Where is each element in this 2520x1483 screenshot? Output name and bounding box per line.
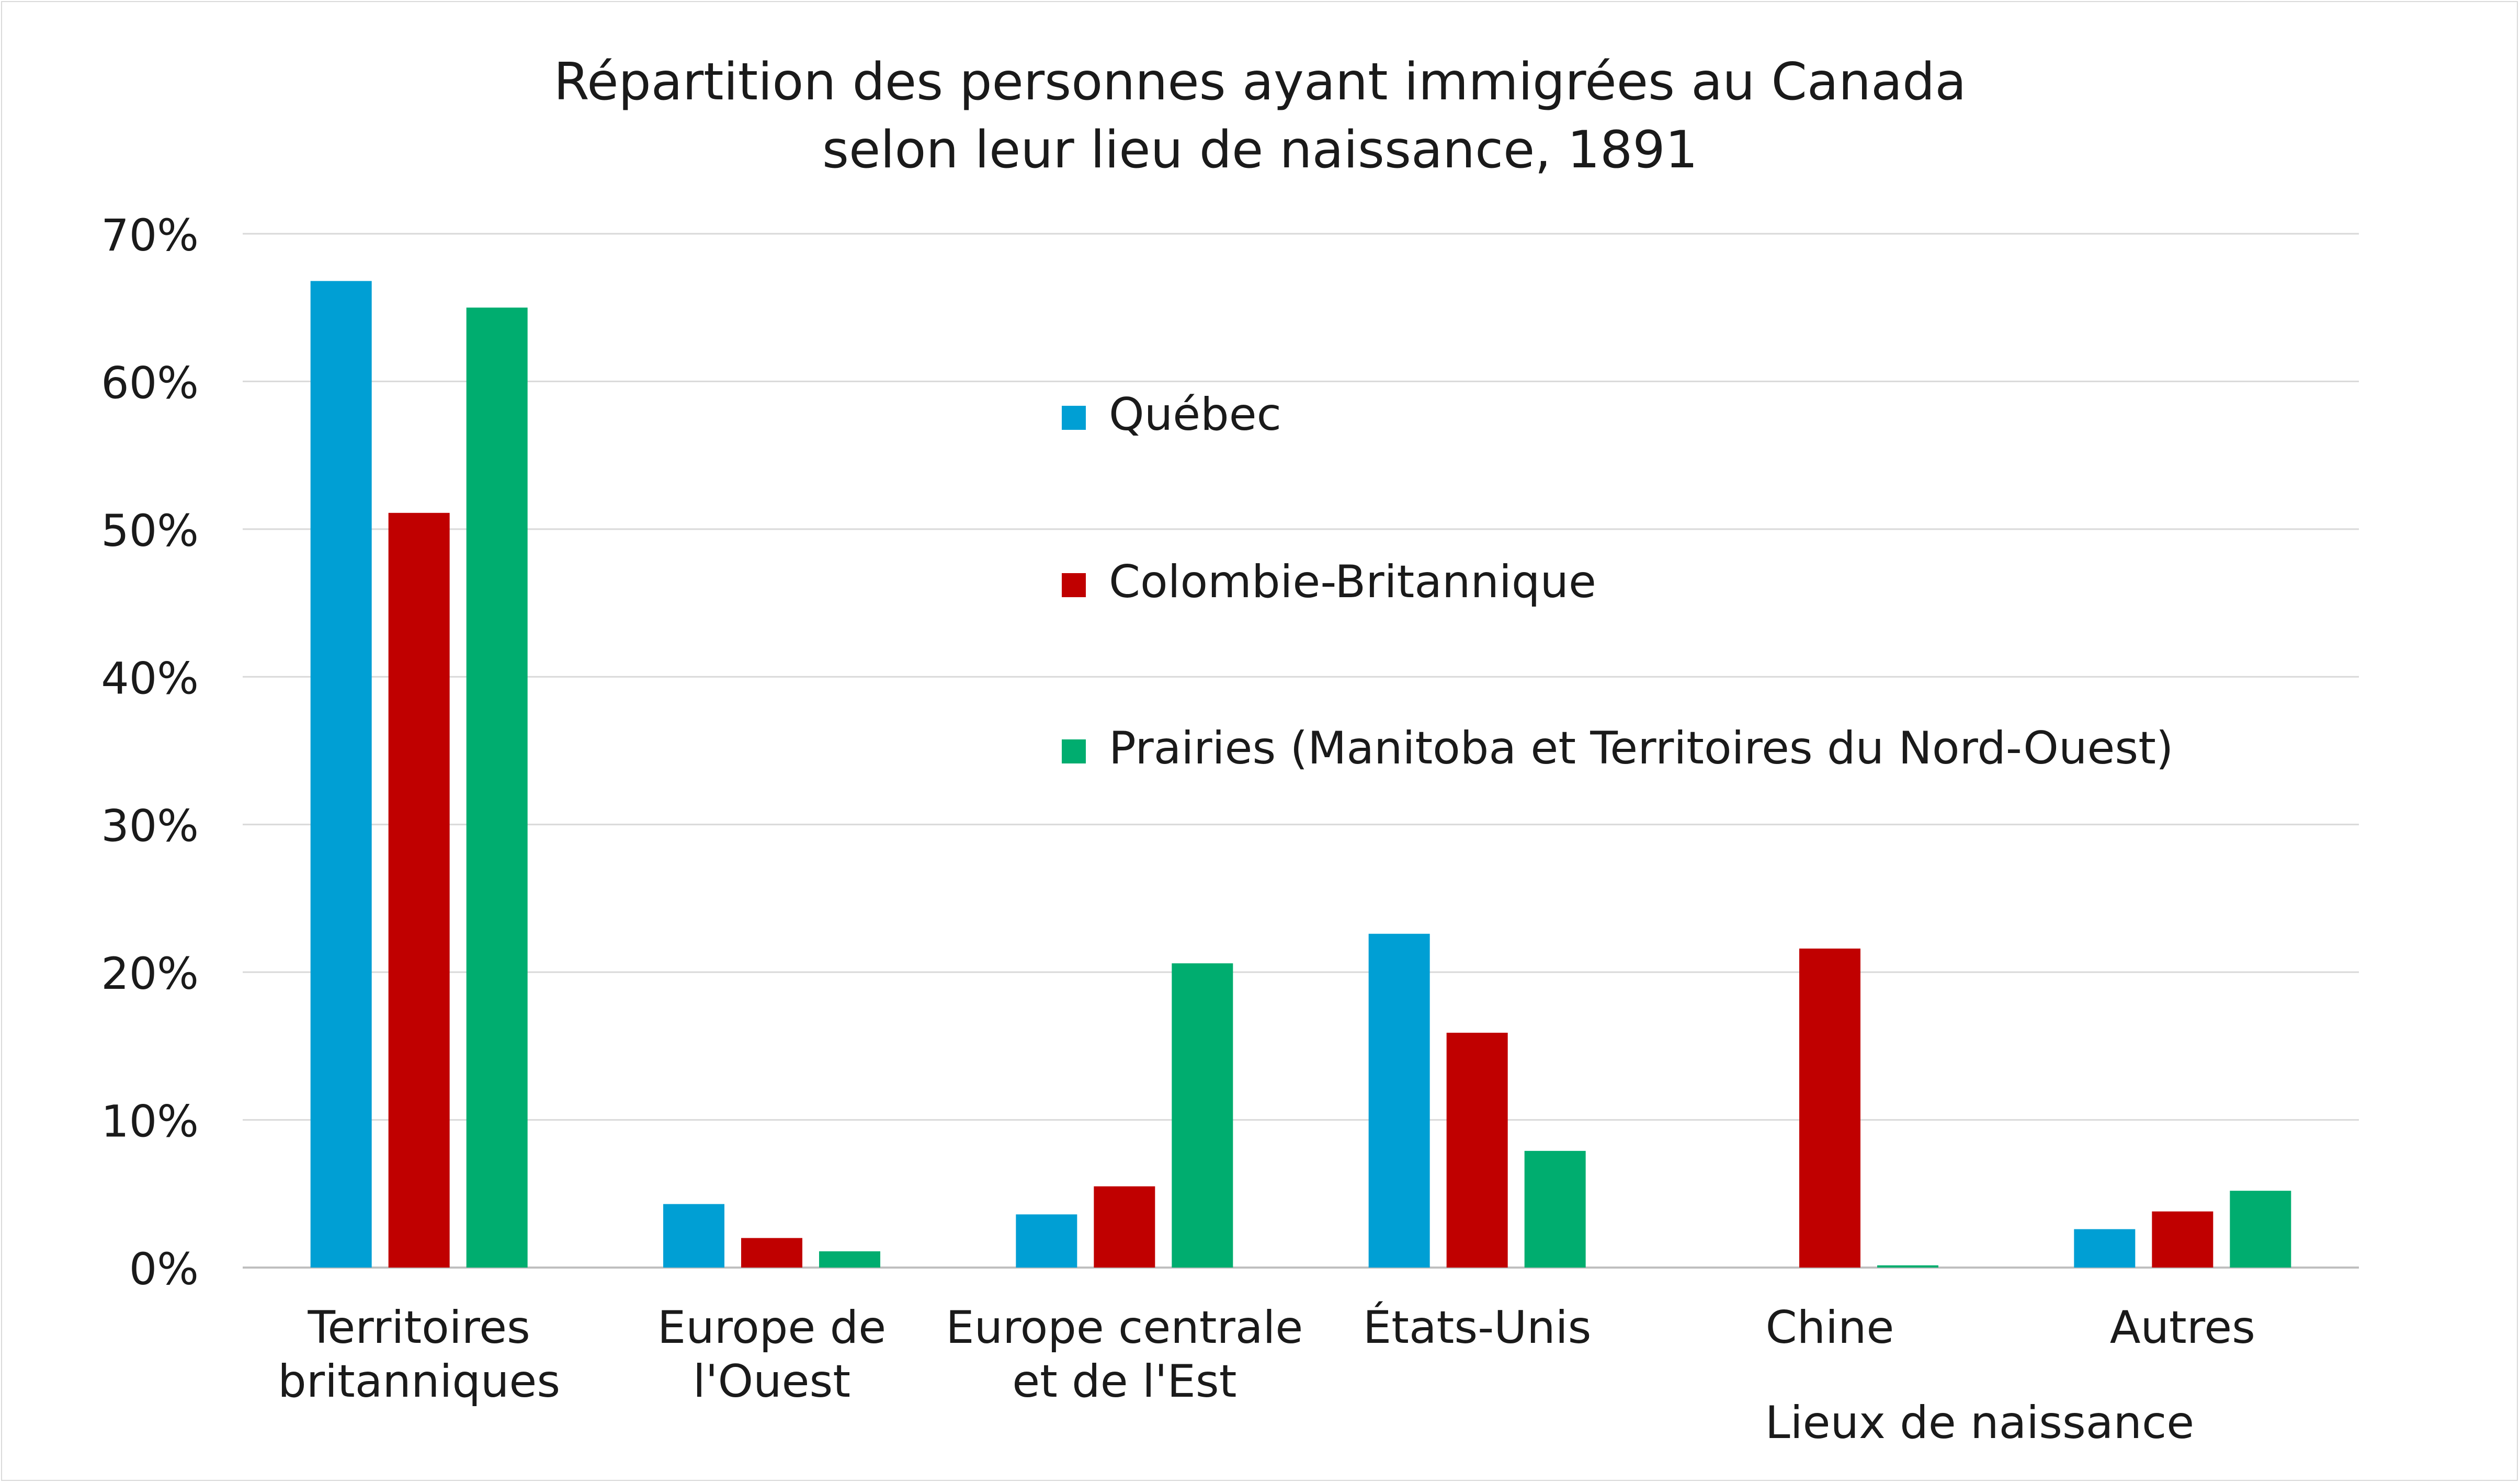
x-tick-label: britanniques — [278, 1355, 560, 1408]
bar-colombie-britannique — [2152, 1211, 2213, 1268]
y-tick-label: 70% — [101, 210, 199, 261]
y-tick-label: 40% — [101, 653, 199, 704]
bar-quebec — [1016, 1214, 1077, 1268]
x-tick-label: Autres — [2110, 1302, 2255, 1354]
x-axis-title: Lieux de naissance — [1765, 1397, 2194, 1449]
y-tick-label: 30% — [101, 801, 199, 852]
legend-swatch — [1062, 406, 1086, 430]
chart-title-line-1: Répartition des personnes ayant immigrée… — [553, 52, 1967, 112]
bar-prairies — [1524, 1150, 1586, 1268]
x-tick-label: Chine — [1766, 1302, 1894, 1354]
y-tick-label: 50% — [101, 505, 199, 556]
legend-swatch — [1062, 573, 1086, 597]
chart-title-line-2: selon leur lieu de naissance, 1891 — [822, 120, 1698, 180]
x-tick-label: Territoires — [307, 1302, 530, 1354]
bar-colombie-britannique — [1446, 1032, 1508, 1268]
y-tick-label: 60% — [101, 357, 199, 408]
legend-label: Prairies (Manitoba et Territoires du Nor… — [1109, 722, 2174, 774]
x-tick-label: Europe centrale — [946, 1302, 1303, 1354]
bar-prairies — [1172, 963, 1233, 1268]
x-tick-label: et de l'Est — [1012, 1355, 1236, 1408]
y-tick-label: 0% — [129, 1244, 199, 1295]
bar-colombie-britannique — [1799, 948, 1860, 1268]
legend-swatch — [1062, 739, 1086, 763]
bar-quebec — [310, 281, 372, 1268]
bar-colombie-britannique — [1094, 1186, 1155, 1268]
bar-quebec — [2074, 1229, 2136, 1268]
bar-quebec — [663, 1204, 724, 1268]
bar-prairies — [2230, 1191, 2291, 1268]
x-tick-label: Europe de — [657, 1302, 886, 1354]
x-tick-label: l'Ouest — [693, 1355, 850, 1408]
bar-quebec — [1368, 933, 1430, 1268]
y-tick-label: 20% — [101, 948, 199, 999]
bar-colombie-britannique — [741, 1238, 802, 1268]
bar-prairies — [819, 1251, 880, 1268]
legend-label: Colombie-Britannique — [1109, 556, 1596, 608]
x-tick-label: États-Unis — [1363, 1301, 1591, 1354]
legend-label: Québec — [1109, 389, 1281, 441]
bar-prairies — [1877, 1265, 1938, 1268]
bar-prairies — [466, 307, 528, 1268]
y-tick-label: 10% — [101, 1096, 199, 1147]
bar-colombie-britannique — [388, 512, 450, 1268]
